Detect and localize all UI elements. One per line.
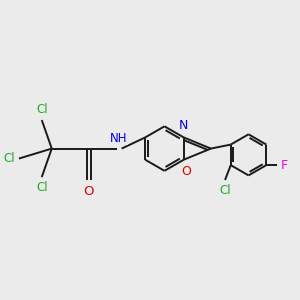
Text: Cl: Cl bbox=[36, 181, 48, 194]
Text: Cl: Cl bbox=[4, 152, 15, 165]
Text: Cl: Cl bbox=[219, 184, 231, 197]
Text: Cl: Cl bbox=[36, 103, 48, 116]
Text: F: F bbox=[281, 159, 288, 172]
Text: NH: NH bbox=[110, 132, 128, 145]
Text: O: O bbox=[84, 185, 94, 198]
Text: N: N bbox=[179, 119, 188, 132]
Text: O: O bbox=[182, 165, 191, 178]
